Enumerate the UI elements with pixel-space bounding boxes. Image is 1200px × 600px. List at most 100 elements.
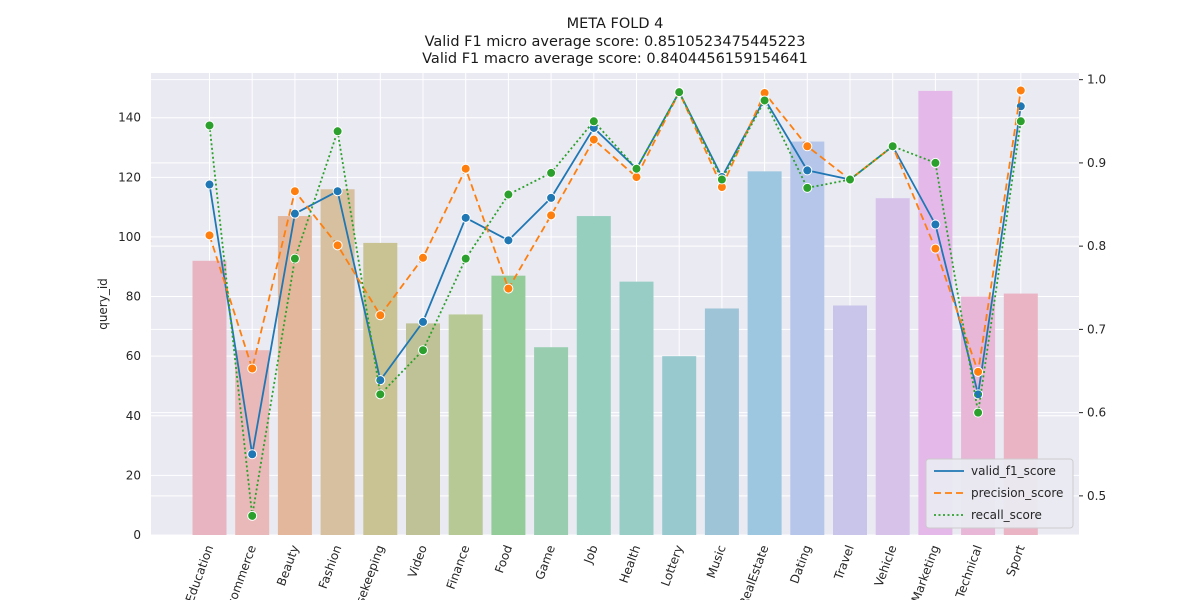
point-recall_score [759, 95, 770, 106]
line-precision_score [208, 90, 1022, 373]
chart-title-line-1: META FOLD 4 [567, 16, 664, 32]
series-lines [204, 85, 1026, 521]
point-valid_f1_score [289, 208, 300, 219]
legend-label-recall_score: recall_score [971, 508, 1042, 522]
point-valid_f1_score [930, 219, 941, 230]
point-valid_f1_score [204, 179, 215, 190]
point-precision_score [332, 240, 343, 251]
y-tick-right-label: 0.5 [1087, 489, 1106, 503]
bar-vehicle [875, 198, 910, 535]
point-recall_score [375, 389, 386, 400]
y-tick-right-label: 0.8 [1087, 239, 1106, 253]
point-valid_f1_score [460, 212, 471, 223]
point-recall_score [247, 510, 258, 521]
x-tick-label: Fashion [316, 543, 345, 590]
y-tick-left-label: 120 [118, 170, 141, 184]
legend-label-precision_score: precision_score [971, 486, 1063, 500]
point-recall_score [845, 174, 855, 185]
point-recall_score [887, 141, 898, 152]
x-tick-label: Education [183, 543, 217, 600]
point-recall_score [973, 407, 984, 418]
x-tick-label: Vehicle [872, 543, 900, 588]
point-recall_score [1015, 116, 1026, 127]
point-precision_score [973, 366, 984, 377]
point-precision_score [1015, 85, 1026, 96]
x-tick-label: Video [405, 543, 430, 579]
point-valid_f1_score [247, 449, 258, 460]
x-tick-label: Finance [444, 543, 473, 591]
x-tick-label: Marketing [909, 543, 943, 600]
y-tick-right-label: 0.6 [1087, 406, 1106, 420]
point-precision_score [546, 210, 557, 221]
x-tick-label: Health [617, 543, 644, 585]
y-tick-left-label: 100 [118, 230, 141, 244]
point-valid_f1_score [332, 186, 343, 197]
x-tick-label: Game [533, 543, 558, 581]
chart-title-line-2: Valid F1 micro average score: 0.85105234… [425, 34, 806, 50]
x-tick-label: RealEstate [736, 543, 771, 600]
point-recall_score [802, 182, 813, 193]
x-tick-label: Music [704, 543, 729, 580]
point-recall_score [332, 126, 343, 137]
bar-video [406, 323, 440, 535]
bar-beauty [277, 216, 312, 535]
y-tick-left-label: 60 [126, 349, 141, 363]
point-precision_score [375, 310, 386, 321]
point-recall_score [716, 174, 727, 185]
point-recall_score [588, 116, 599, 127]
bar-job [576, 216, 611, 535]
x-tick-label: Housekeeping [345, 543, 387, 600]
x-tick-label: Lottery [658, 543, 686, 588]
point-precision_score [588, 134, 599, 145]
point-precision_score [930, 243, 941, 254]
chart-title-line-3: Valid F1 macro average score: 0.84044561… [422, 51, 808, 67]
point-precision_score [247, 363, 258, 374]
legend-box [925, 458, 1074, 529]
x-tick-label: Food [492, 543, 515, 575]
x-tick-label: Dating [787, 543, 814, 585]
legend: valid_f1_score precision_score recall_scor… [925, 458, 1074, 529]
bar-realestate [747, 171, 782, 535]
bar-food [491, 275, 526, 535]
point-valid_f1_score [418, 316, 428, 327]
y-tick-left-label: 20 [126, 468, 141, 482]
x-tick-label: Beauty [274, 543, 302, 588]
y-tick-right-label: 0.9 [1087, 156, 1106, 170]
x-tick-label: Technical [953, 543, 985, 600]
bar-health [619, 281, 654, 535]
point-recall_score [503, 189, 514, 200]
y-tick-left-label: 80 [126, 290, 141, 304]
x-tick-label: Travel [831, 543, 857, 582]
bar-game [534, 347, 569, 535]
point-precision_score [460, 163, 471, 174]
point-precision_score [204, 230, 215, 241]
bar-travel [833, 305, 867, 535]
point-valid_f1_score [503, 235, 514, 246]
x-tick-label: Job [581, 543, 601, 566]
point-recall_score [546, 167, 557, 178]
y-axis-label: query_id [96, 278, 110, 330]
point-precision_score [418, 252, 428, 263]
point-precision_score [503, 283, 514, 294]
bar-finance [448, 314, 483, 535]
point-valid_f1_score [973, 389, 984, 400]
point-recall_score [674, 87, 685, 98]
point-recall_score [930, 157, 941, 168]
point-recall_score [204, 120, 215, 131]
point-valid_f1_score [802, 165, 813, 176]
bar-music [704, 308, 739, 535]
y-tick-right-label: 1.0 [1087, 73, 1106, 87]
x-tick-label: Sport [1003, 543, 1027, 578]
point-precision_score [802, 141, 813, 152]
bar-education [192, 260, 227, 535]
point-valid_f1_score [375, 375, 386, 386]
y-tick-left-label: 0 [133, 528, 141, 542]
y-tick-left-label: 40 [126, 409, 141, 423]
point-precision_score [631, 172, 642, 183]
point-valid_f1_score [546, 192, 557, 203]
y-tick-right-label: 0.7 [1087, 322, 1106, 336]
point-recall_score [289, 253, 300, 264]
x-tick-label: Ecommerce [222, 543, 259, 600]
bar-dating [790, 141, 825, 535]
